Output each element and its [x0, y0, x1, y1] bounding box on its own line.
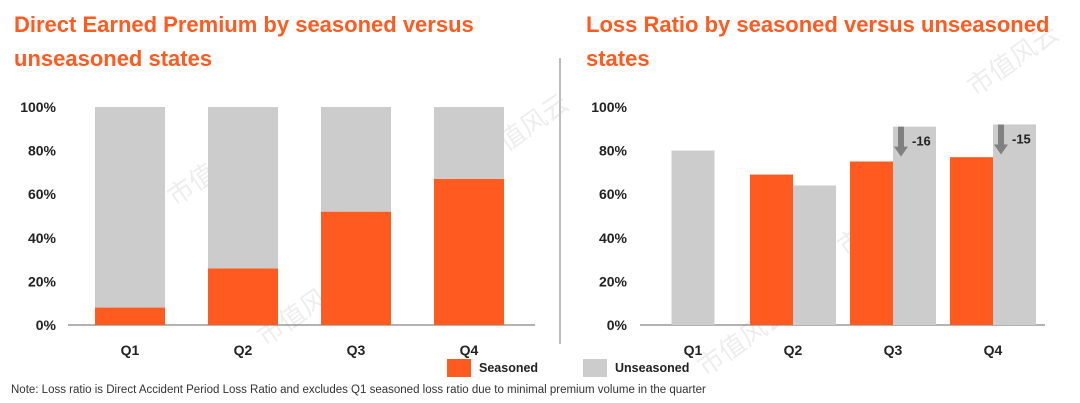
x-tick-label: Q4 [984, 342, 1003, 358]
bar-unseasoned [893, 126, 936, 326]
chart-title-loss-ratio: Loss Ratio by seasoned versus unseasoned… [586, 12, 1050, 71]
bar-unseasoned [95, 107, 165, 308]
y-tick-label: 80% [599, 143, 628, 159]
loss-ratio-chart: 0% 20% 40% 60% 80% 100% Q1 Q2 Q3 Q4 -16 -15 [591, 99, 1045, 358]
x-tick-label: Q3 [884, 342, 903, 358]
bar-seasoned [95, 307, 165, 325]
legend-swatch-unseasoned [583, 359, 607, 377]
y-tick-label: 0% [36, 317, 57, 333]
y-tick-label: 40% [599, 230, 628, 246]
bar-unseasoned [321, 107, 391, 212]
y-tick-label: 60% [599, 186, 628, 202]
bar-unseasoned [208, 107, 278, 269]
y-tick-label: 60% [28, 186, 57, 202]
chart-title-premium: Direct Earned Premium by seasoned versus… [14, 12, 474, 71]
x-tick-label: Q2 [234, 342, 253, 358]
down-arrow-icon [994, 124, 1008, 155]
legend: Unseasoned [583, 359, 689, 377]
down-arrow-icon [894, 126, 908, 157]
bar-unseasoned [671, 150, 715, 325]
legend-label-unseasoned: Unseasoned [615, 361, 690, 375]
y-tick-label: 20% [599, 273, 628, 289]
legend-label-seasoned: Seasoned [479, 361, 539, 375]
y-tick-label: 0% [607, 317, 628, 333]
legend: Seasoned [447, 359, 538, 377]
bar-unseasoned [993, 124, 1036, 325]
premium-chart: 0% 20% 40% 60% 80% 100% Q1 Q2 Q3 Q4 [20, 99, 535, 358]
bar-seasoned [950, 157, 993, 325]
y-tick-label: 100% [20, 99, 56, 115]
annotation-label: -16 [912, 134, 931, 149]
bar-seasoned [434, 178, 504, 325]
x-tick-label: Q1 [121, 342, 140, 358]
bar-unseasoned [434, 107, 504, 179]
y-tick-label: 40% [28, 230, 57, 246]
x-tick-label: Q1 [684, 342, 703, 358]
x-tick-label: Q4 [460, 342, 479, 358]
x-tick-label: Q2 [784, 342, 803, 358]
y-tick-label: 20% [28, 273, 57, 289]
legend-swatch-seasoned [447, 359, 471, 377]
footnote: Note: Loss ratio is Direct Accident Peri… [11, 384, 706, 396]
annotation-label: -15 [1012, 131, 1031, 146]
bar-seasoned [321, 211, 391, 325]
y-tick-label: 100% [591, 99, 627, 115]
bar-unseasoned [793, 185, 836, 325]
bar-seasoned [850, 161, 893, 325]
chart-divider [559, 58, 561, 344]
bar-seasoned [750, 174, 793, 325]
y-tick-label: 80% [28, 143, 57, 159]
bar-seasoned [208, 268, 278, 325]
x-tick-label: Q3 [347, 342, 366, 358]
